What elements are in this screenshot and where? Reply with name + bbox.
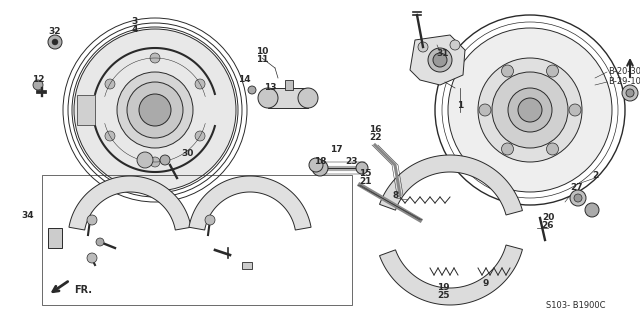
Circle shape bbox=[585, 203, 599, 217]
Circle shape bbox=[626, 89, 634, 97]
Circle shape bbox=[150, 157, 160, 167]
Text: FR.: FR. bbox=[74, 285, 92, 295]
Circle shape bbox=[150, 53, 160, 63]
Text: 31: 31 bbox=[436, 48, 449, 57]
Circle shape bbox=[569, 104, 581, 116]
Text: 10: 10 bbox=[256, 48, 268, 56]
Circle shape bbox=[418, 42, 428, 52]
Circle shape bbox=[274, 91, 282, 99]
Text: B-29-10: B-29-10 bbox=[608, 78, 640, 86]
Text: 23: 23 bbox=[346, 158, 358, 167]
Circle shape bbox=[298, 88, 318, 108]
Circle shape bbox=[433, 53, 447, 67]
Circle shape bbox=[48, 35, 62, 49]
Circle shape bbox=[139, 94, 171, 126]
Circle shape bbox=[622, 85, 638, 101]
Text: 16: 16 bbox=[369, 125, 381, 135]
Text: 26: 26 bbox=[541, 221, 554, 231]
Text: 18: 18 bbox=[314, 158, 326, 167]
Bar bbox=[268, 88, 308, 108]
Polygon shape bbox=[380, 155, 522, 215]
Text: 11: 11 bbox=[256, 56, 268, 64]
Circle shape bbox=[105, 131, 115, 141]
Text: 20: 20 bbox=[542, 213, 554, 222]
Circle shape bbox=[356, 162, 368, 174]
Circle shape bbox=[33, 80, 43, 90]
Bar bbox=[242, 262, 252, 269]
Bar bbox=[285, 80, 293, 90]
Circle shape bbox=[508, 88, 552, 132]
Bar bbox=[48, 228, 62, 248]
Circle shape bbox=[570, 190, 586, 206]
Text: 12: 12 bbox=[32, 76, 44, 85]
Polygon shape bbox=[189, 176, 311, 230]
Circle shape bbox=[502, 143, 513, 155]
Polygon shape bbox=[410, 35, 465, 85]
Text: 30: 30 bbox=[182, 149, 194, 158]
Circle shape bbox=[127, 82, 183, 138]
Circle shape bbox=[518, 98, 542, 122]
Circle shape bbox=[137, 152, 153, 168]
Circle shape bbox=[547, 143, 559, 155]
Circle shape bbox=[502, 65, 513, 77]
Polygon shape bbox=[69, 176, 191, 230]
Text: 32: 32 bbox=[49, 27, 61, 36]
Text: 25: 25 bbox=[436, 292, 449, 300]
Circle shape bbox=[195, 131, 205, 141]
Circle shape bbox=[312, 160, 328, 176]
Text: 1: 1 bbox=[457, 100, 463, 109]
Circle shape bbox=[160, 155, 170, 165]
Text: 21: 21 bbox=[359, 176, 371, 186]
Circle shape bbox=[117, 72, 193, 148]
Text: 22: 22 bbox=[369, 133, 381, 143]
Circle shape bbox=[195, 79, 205, 89]
Circle shape bbox=[96, 238, 104, 246]
Circle shape bbox=[450, 40, 460, 50]
Circle shape bbox=[547, 65, 559, 77]
Circle shape bbox=[428, 48, 452, 72]
Text: 14: 14 bbox=[237, 76, 250, 85]
Text: 34: 34 bbox=[22, 211, 35, 219]
Circle shape bbox=[105, 79, 115, 89]
Circle shape bbox=[309, 158, 323, 172]
Text: 9: 9 bbox=[483, 278, 489, 287]
Text: 17: 17 bbox=[330, 145, 342, 154]
Circle shape bbox=[574, 194, 582, 202]
Circle shape bbox=[258, 88, 278, 108]
Text: B-20-30: B-20-30 bbox=[608, 68, 640, 77]
Text: 3: 3 bbox=[132, 18, 138, 26]
Text: 27: 27 bbox=[571, 183, 583, 192]
Circle shape bbox=[478, 58, 582, 162]
Bar bbox=[42, 175, 352, 305]
Circle shape bbox=[492, 72, 568, 148]
Text: 4: 4 bbox=[132, 26, 138, 34]
Circle shape bbox=[74, 29, 236, 191]
Text: 13: 13 bbox=[264, 84, 276, 93]
Circle shape bbox=[448, 28, 612, 192]
Bar bbox=[77, 95, 95, 125]
Text: S103- B1900C: S103- B1900C bbox=[546, 300, 605, 309]
Text: 2: 2 bbox=[592, 170, 598, 180]
Circle shape bbox=[248, 86, 256, 94]
Circle shape bbox=[87, 253, 97, 263]
Circle shape bbox=[205, 215, 215, 225]
Text: 8: 8 bbox=[393, 190, 399, 199]
Text: 15: 15 bbox=[359, 168, 371, 177]
Circle shape bbox=[87, 215, 97, 225]
Circle shape bbox=[52, 39, 58, 45]
Polygon shape bbox=[380, 245, 522, 305]
Text: 19: 19 bbox=[436, 284, 449, 293]
Circle shape bbox=[479, 104, 491, 116]
